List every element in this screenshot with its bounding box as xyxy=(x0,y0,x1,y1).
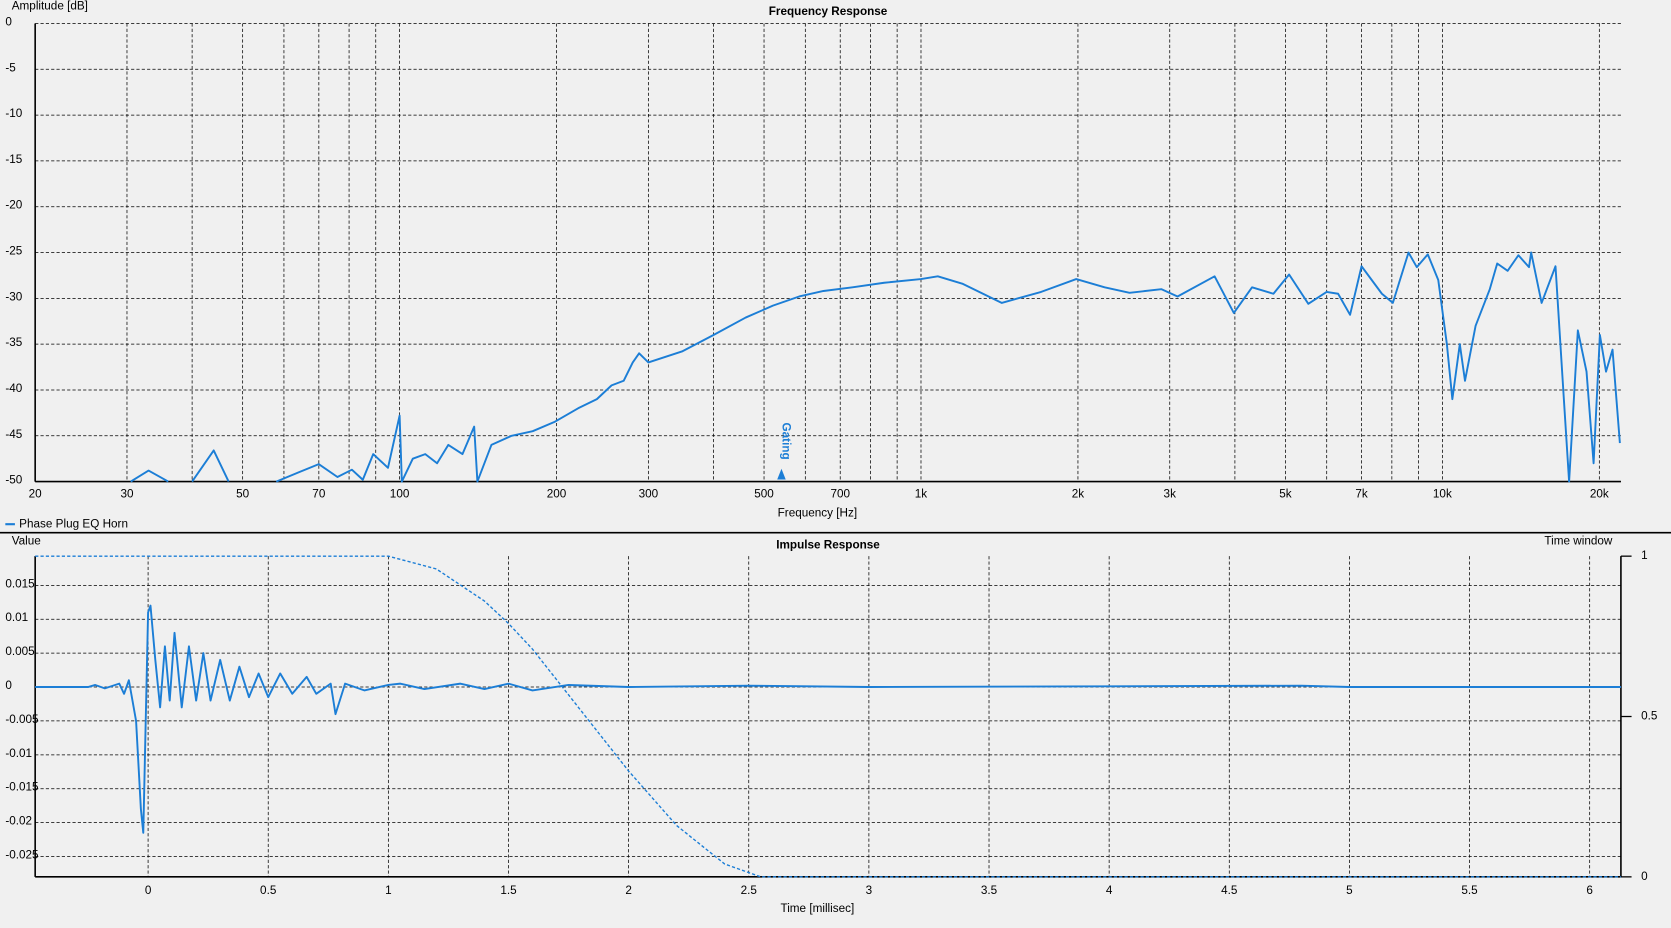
chart-title: Frequency Response xyxy=(769,5,888,18)
x-tick-label: 300 xyxy=(639,487,659,500)
y-tick-label: 0 xyxy=(5,679,12,692)
y-tick-label: -0.015 xyxy=(5,781,39,794)
x-tick-label: 1.5 xyxy=(500,884,517,897)
y-tick-label: -15 xyxy=(5,153,22,166)
x-axis-label: Time [millisec] xyxy=(780,902,854,915)
y-tick-label: -35 xyxy=(5,336,22,349)
x-tick-label: 100 xyxy=(390,487,410,500)
x-tick-label: 0.5 xyxy=(260,884,277,897)
data-line xyxy=(191,449,230,483)
y-axis-label: Amplitude [dB] xyxy=(12,0,88,12)
y-tick-label: -5 xyxy=(5,61,16,74)
y-tick-label: 0.01 xyxy=(5,611,28,624)
chart-title: Impulse Response xyxy=(776,539,880,552)
x-tick-label: 4 xyxy=(1106,884,1113,897)
x-tick-label: 5.5 xyxy=(1461,884,1478,897)
data-line xyxy=(35,555,1621,878)
y-tick-label: -10 xyxy=(5,107,22,120)
y-tick-label: -45 xyxy=(5,428,22,441)
y-tick-label: -0.025 xyxy=(5,849,39,862)
y-axis-label: Value xyxy=(12,534,41,547)
annotation-marker xyxy=(777,468,786,480)
y2-axis-label: Time window xyxy=(1544,534,1612,547)
x-tick-label: 5 xyxy=(1346,884,1353,897)
y-tick-label: -20 xyxy=(5,199,22,212)
x-tick-label: 500 xyxy=(754,487,774,500)
y-tick-label: -50 xyxy=(5,474,22,487)
y2-tick-label: 0.5 xyxy=(1641,710,1658,723)
x-tick-label: 3k xyxy=(1164,487,1177,500)
x-tick-label: 200 xyxy=(547,487,567,500)
x-tick-label: 5k xyxy=(1279,487,1292,500)
data-line xyxy=(35,604,1621,834)
y-tick-label: -25 xyxy=(5,245,22,258)
x-tick-label: 50 xyxy=(236,487,250,500)
y-tick-label: -0.005 xyxy=(5,713,39,726)
x-tick-label: 700 xyxy=(830,487,850,500)
x-tick-label: 3 xyxy=(866,884,873,897)
y-tick-label: 0 xyxy=(5,15,12,28)
y-tick-label: -40 xyxy=(5,382,22,395)
y2-tick-label: 1 xyxy=(1641,549,1648,562)
x-tick-label: 4.5 xyxy=(1221,884,1238,897)
x-tick-label: 70 xyxy=(312,487,326,500)
y-tick-label: 0.005 xyxy=(5,645,35,658)
y2-tick-label: 0 xyxy=(1641,870,1648,883)
x-tick-label: 7k xyxy=(1355,487,1368,500)
legend-label: Phase Plug EQ Horn xyxy=(19,517,128,530)
y-tick-label: -0.01 xyxy=(5,747,32,760)
x-tick-label: 10k xyxy=(1433,487,1452,500)
x-tick-label: 2 xyxy=(625,884,632,897)
y-tick-label: -0.02 xyxy=(5,815,32,828)
x-tick-label: 2k xyxy=(1072,487,1085,500)
x-tick-label: 20 xyxy=(29,487,43,500)
annotation-text: Gating xyxy=(780,423,793,460)
x-axis-label: Frequency [Hz] xyxy=(778,507,857,520)
x-tick-label: 30 xyxy=(120,487,134,500)
x-tick-label: 20k xyxy=(1590,487,1609,500)
data-line xyxy=(130,469,169,483)
y-tick-label: 0.015 xyxy=(5,577,35,590)
data-line xyxy=(275,251,1621,483)
x-tick-label: 2.5 xyxy=(741,884,758,897)
y-tick-label: -30 xyxy=(5,290,22,303)
x-tick-label: 0 xyxy=(145,884,152,897)
x-tick-label: 1k xyxy=(915,487,928,500)
x-tick-label: 6 xyxy=(1586,884,1593,897)
x-tick-label: 1 xyxy=(385,884,392,897)
x-tick-label: 3.5 xyxy=(981,884,998,897)
